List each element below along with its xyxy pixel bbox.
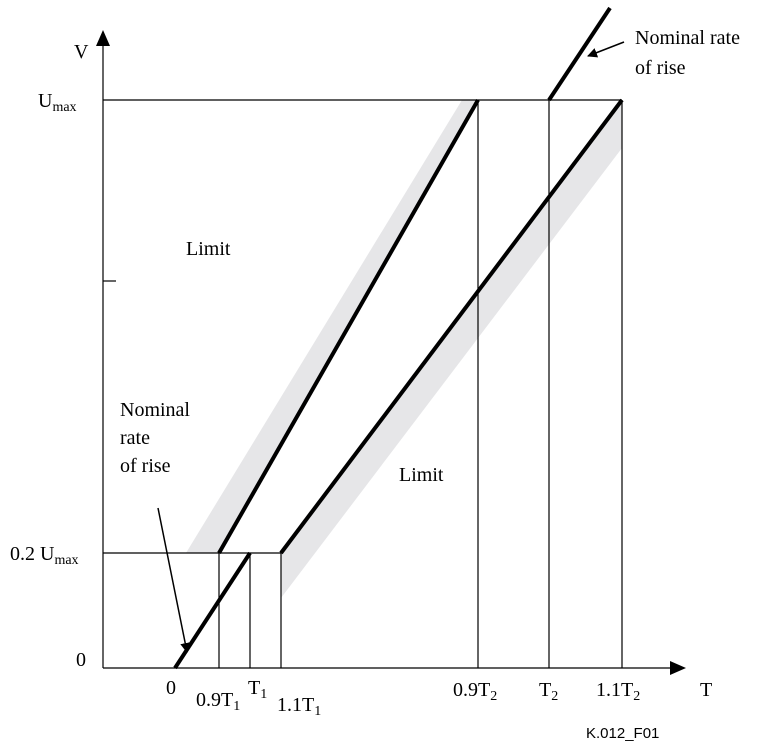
lower-limit-line (279, 98, 624, 555)
upper-limit-line (217, 99, 480, 554)
nominal-left-annotation-line1: Nominal (120, 399, 190, 421)
y-axis-label: V (74, 41, 89, 63)
limit-upper-label: Limit (186, 238, 231, 260)
t2-label: T2 (539, 679, 558, 704)
nominal-top-arrow (587, 41, 625, 58)
nominal-rise-line-upper (547, 6, 612, 102)
upper-tolerance-band (186, 100, 478, 553)
umax-label: Umax (38, 90, 77, 115)
y-zero-label: 0 (76, 649, 86, 671)
t2-lower-label: 0.9T2 (453, 679, 497, 704)
x-origin-label: 0 (166, 677, 176, 699)
low-voltage-label: 0.2 Umax (10, 543, 79, 568)
t1-upper-label: 1.1T1 (277, 694, 321, 719)
x-axis-arrow-icon (670, 661, 686, 675)
figure-id: K.012_F01 (586, 725, 659, 742)
limit-lower-label: Limit (399, 464, 444, 486)
nominal-top-annotation-line1: Nominal rate (635, 27, 740, 49)
nominal-left-annotation-line3: of rise (120, 455, 171, 477)
t1-label: T1 (248, 677, 267, 702)
t2-upper-label: 1.1T2 (596, 679, 640, 704)
lower-tolerance-band (281, 100, 622, 598)
nominal-top-annotation-line2: of rise (635, 57, 686, 79)
nominal-left-arrow (157, 507, 191, 653)
x-axis-label: T (700, 679, 712, 701)
y-axis-arrow-icon (96, 30, 110, 46)
t1-lower-label: 0.9T1 (196, 689, 240, 714)
nominal-left-annotation-line2: rate (120, 427, 150, 449)
